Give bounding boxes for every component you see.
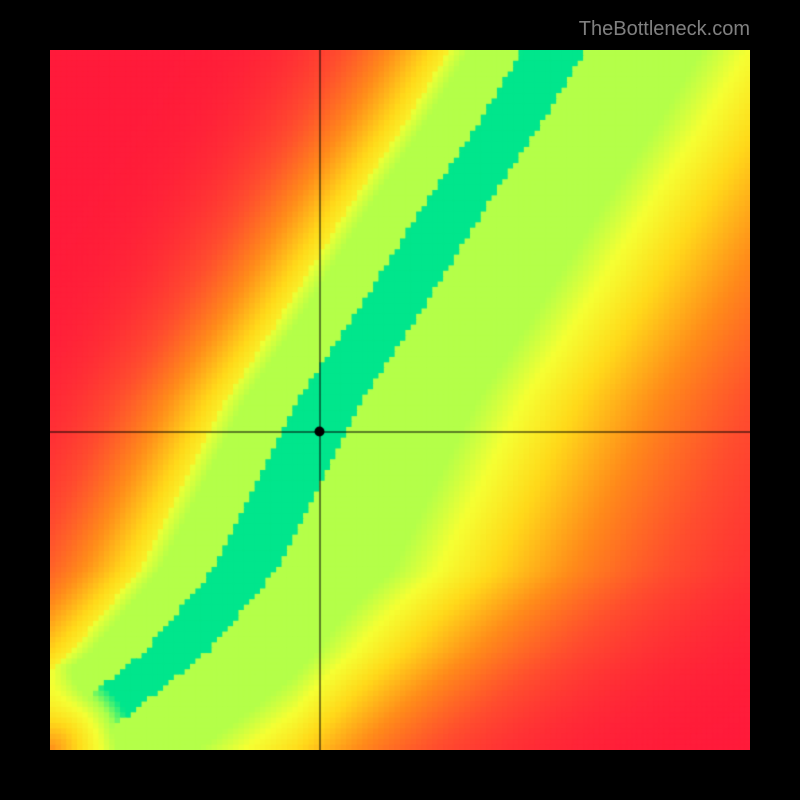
chart-container: TheBottleneck.com (0, 0, 800, 800)
watermark-text: TheBottleneck.com (579, 18, 750, 41)
heatmap-plot (50, 50, 750, 750)
heatmap-canvas (50, 50, 750, 750)
